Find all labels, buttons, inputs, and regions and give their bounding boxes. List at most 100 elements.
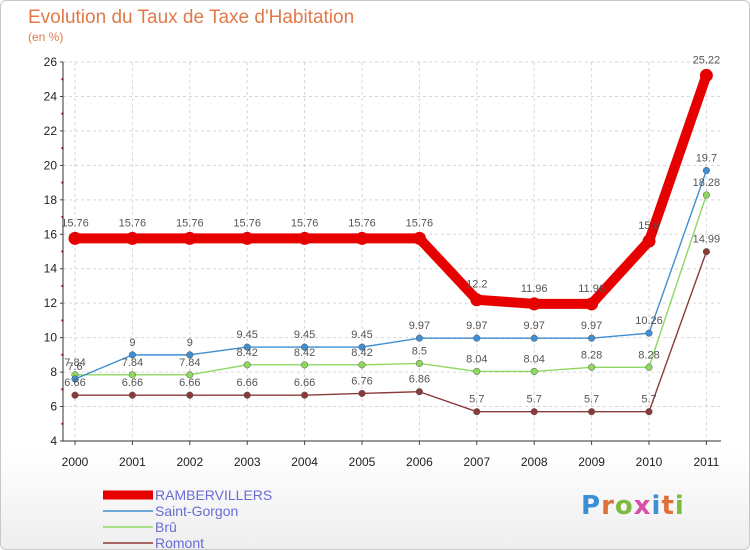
x-tick-label: 2008: [521, 455, 548, 469]
data-label: 7.84: [179, 357, 200, 369]
data-label: 8.42: [236, 347, 257, 359]
series-line-3: [74, 250, 708, 413]
data-label: 6.66: [294, 377, 315, 389]
data-label: 9.97: [523, 320, 544, 332]
data-point: [71, 391, 79, 399]
data-label: 9.45: [236, 329, 257, 341]
data-label: 6.86: [409, 374, 430, 386]
data-point: [128, 391, 136, 399]
y-tick-label: 24: [44, 89, 58, 103]
data-label: 8.5: [412, 345, 427, 357]
data-point: [699, 68, 713, 82]
data-label: 18.28: [693, 177, 721, 189]
data-label: 8.42: [294, 347, 315, 359]
data-point: [415, 388, 423, 396]
y-tick-label: 16: [44, 227, 58, 241]
legend-label: Romont: [155, 535, 205, 550]
data-label: 15.76: [406, 217, 434, 229]
data-point: [301, 391, 309, 399]
data-point: [355, 231, 369, 245]
y-tick-label: 14: [44, 262, 58, 276]
y-tick-label: 12: [44, 296, 58, 310]
data-label: 9.45: [294, 329, 315, 341]
data-label: 11.96: [578, 283, 605, 295]
series-line-2: [74, 194, 708, 376]
data-label: 15.76: [61, 217, 89, 229]
logo-letter: o: [614, 491, 634, 521]
data-point: [358, 343, 366, 351]
grid: [63, 61, 721, 442]
data-point: [473, 408, 481, 416]
legend-label: Brû: [155, 519, 177, 535]
data-point: [415, 359, 423, 368]
data-label: 12.2: [466, 279, 487, 291]
data-labels: 6.66 6.66 6.66 6.66 6.66 6.76 6.86 5.7 5.7 5.7 5.7…: [61, 54, 720, 405]
data-point: [358, 361, 366, 369]
data-point: [702, 248, 710, 256]
data-point: [240, 231, 254, 245]
y-tick-label: 8: [50, 365, 57, 379]
data-label: 14.99: [693, 234, 721, 246]
chart-subtitle: (en %): [28, 30, 64, 44]
data-label: 11.96: [521, 283, 548, 295]
data-point: [588, 363, 596, 371]
data-point: [183, 231, 197, 245]
data-point: [645, 329, 653, 337]
data-point: [588, 408, 596, 416]
y-tick-label: 6: [50, 400, 57, 414]
logo-letter: P: [581, 491, 602, 521]
series-layer: [68, 68, 713, 416]
data-label: 5.7: [584, 394, 599, 406]
data-point: [301, 343, 309, 351]
x-tick-label: 2005: [349, 455, 376, 469]
axes: 4 6 8 10 12 14 16 18 20 22 24 26 2000 2001 2002 2003 200…: [44, 55, 721, 469]
logo-letter: i: [674, 491, 685, 521]
data-label: 9: [129, 337, 135, 349]
line-chart: 4 6 8 10 12 14 16 18 20 22 24 26 2000 2001 2002 2003 200…: [44, 54, 721, 469]
x-tick-label: 2001: [119, 455, 146, 469]
legend-swatch: [103, 510, 153, 512]
data-point: [186, 351, 194, 359]
data-label: 15.76: [119, 217, 147, 229]
y-tick-label: 20: [44, 158, 58, 172]
data-point: [186, 391, 194, 399]
x-tick-label: 2009: [578, 455, 605, 469]
data-point: [412, 231, 426, 245]
data-label: 8.04: [466, 353, 487, 365]
series-line-1: [74, 169, 708, 380]
data-label: 7.84: [64, 357, 85, 369]
data-point: [702, 166, 710, 175]
x-tick-label: 2011: [693, 455, 719, 469]
chart-title: Evolution du Taux de Taxe d'Habitation: [28, 7, 355, 28]
data-label: 8.04: [523, 353, 544, 365]
data-point: [128, 371, 136, 379]
data-label: 6.76: [351, 375, 372, 387]
data-label: 9.45: [351, 329, 372, 341]
data-point: [301, 361, 309, 369]
data-point: [473, 367, 481, 375]
data-label: 9: [187, 337, 193, 349]
logo-letter: t: [661, 491, 675, 521]
data-label: 25.22: [693, 54, 721, 66]
data-label: 15.6: [638, 220, 659, 232]
x-tick-label: 2006: [406, 455, 433, 469]
data-point: [186, 371, 194, 379]
data-label: 19.7: [696, 153, 717, 165]
proxiti-logo: Proxiti: [581, 491, 685, 521]
data-point: [530, 367, 538, 375]
y-tick-label: 4: [50, 434, 57, 448]
plot-area: [63, 62, 721, 441]
x-tick-label: 2002: [176, 455, 203, 469]
data-label: 15.76: [233, 217, 261, 229]
data-label: 15.76: [176, 217, 204, 229]
data-label: 15.76: [348, 217, 376, 229]
logo-letter: r: [601, 491, 615, 521]
data-point: [642, 234, 656, 248]
data-label: 10.26: [635, 315, 663, 327]
data-point: [470, 293, 484, 307]
x-tick-label: 2010: [636, 455, 663, 469]
data-label: 8.28: [581, 349, 602, 361]
data-point: [243, 391, 251, 399]
y-tick-label: 22: [44, 124, 58, 138]
